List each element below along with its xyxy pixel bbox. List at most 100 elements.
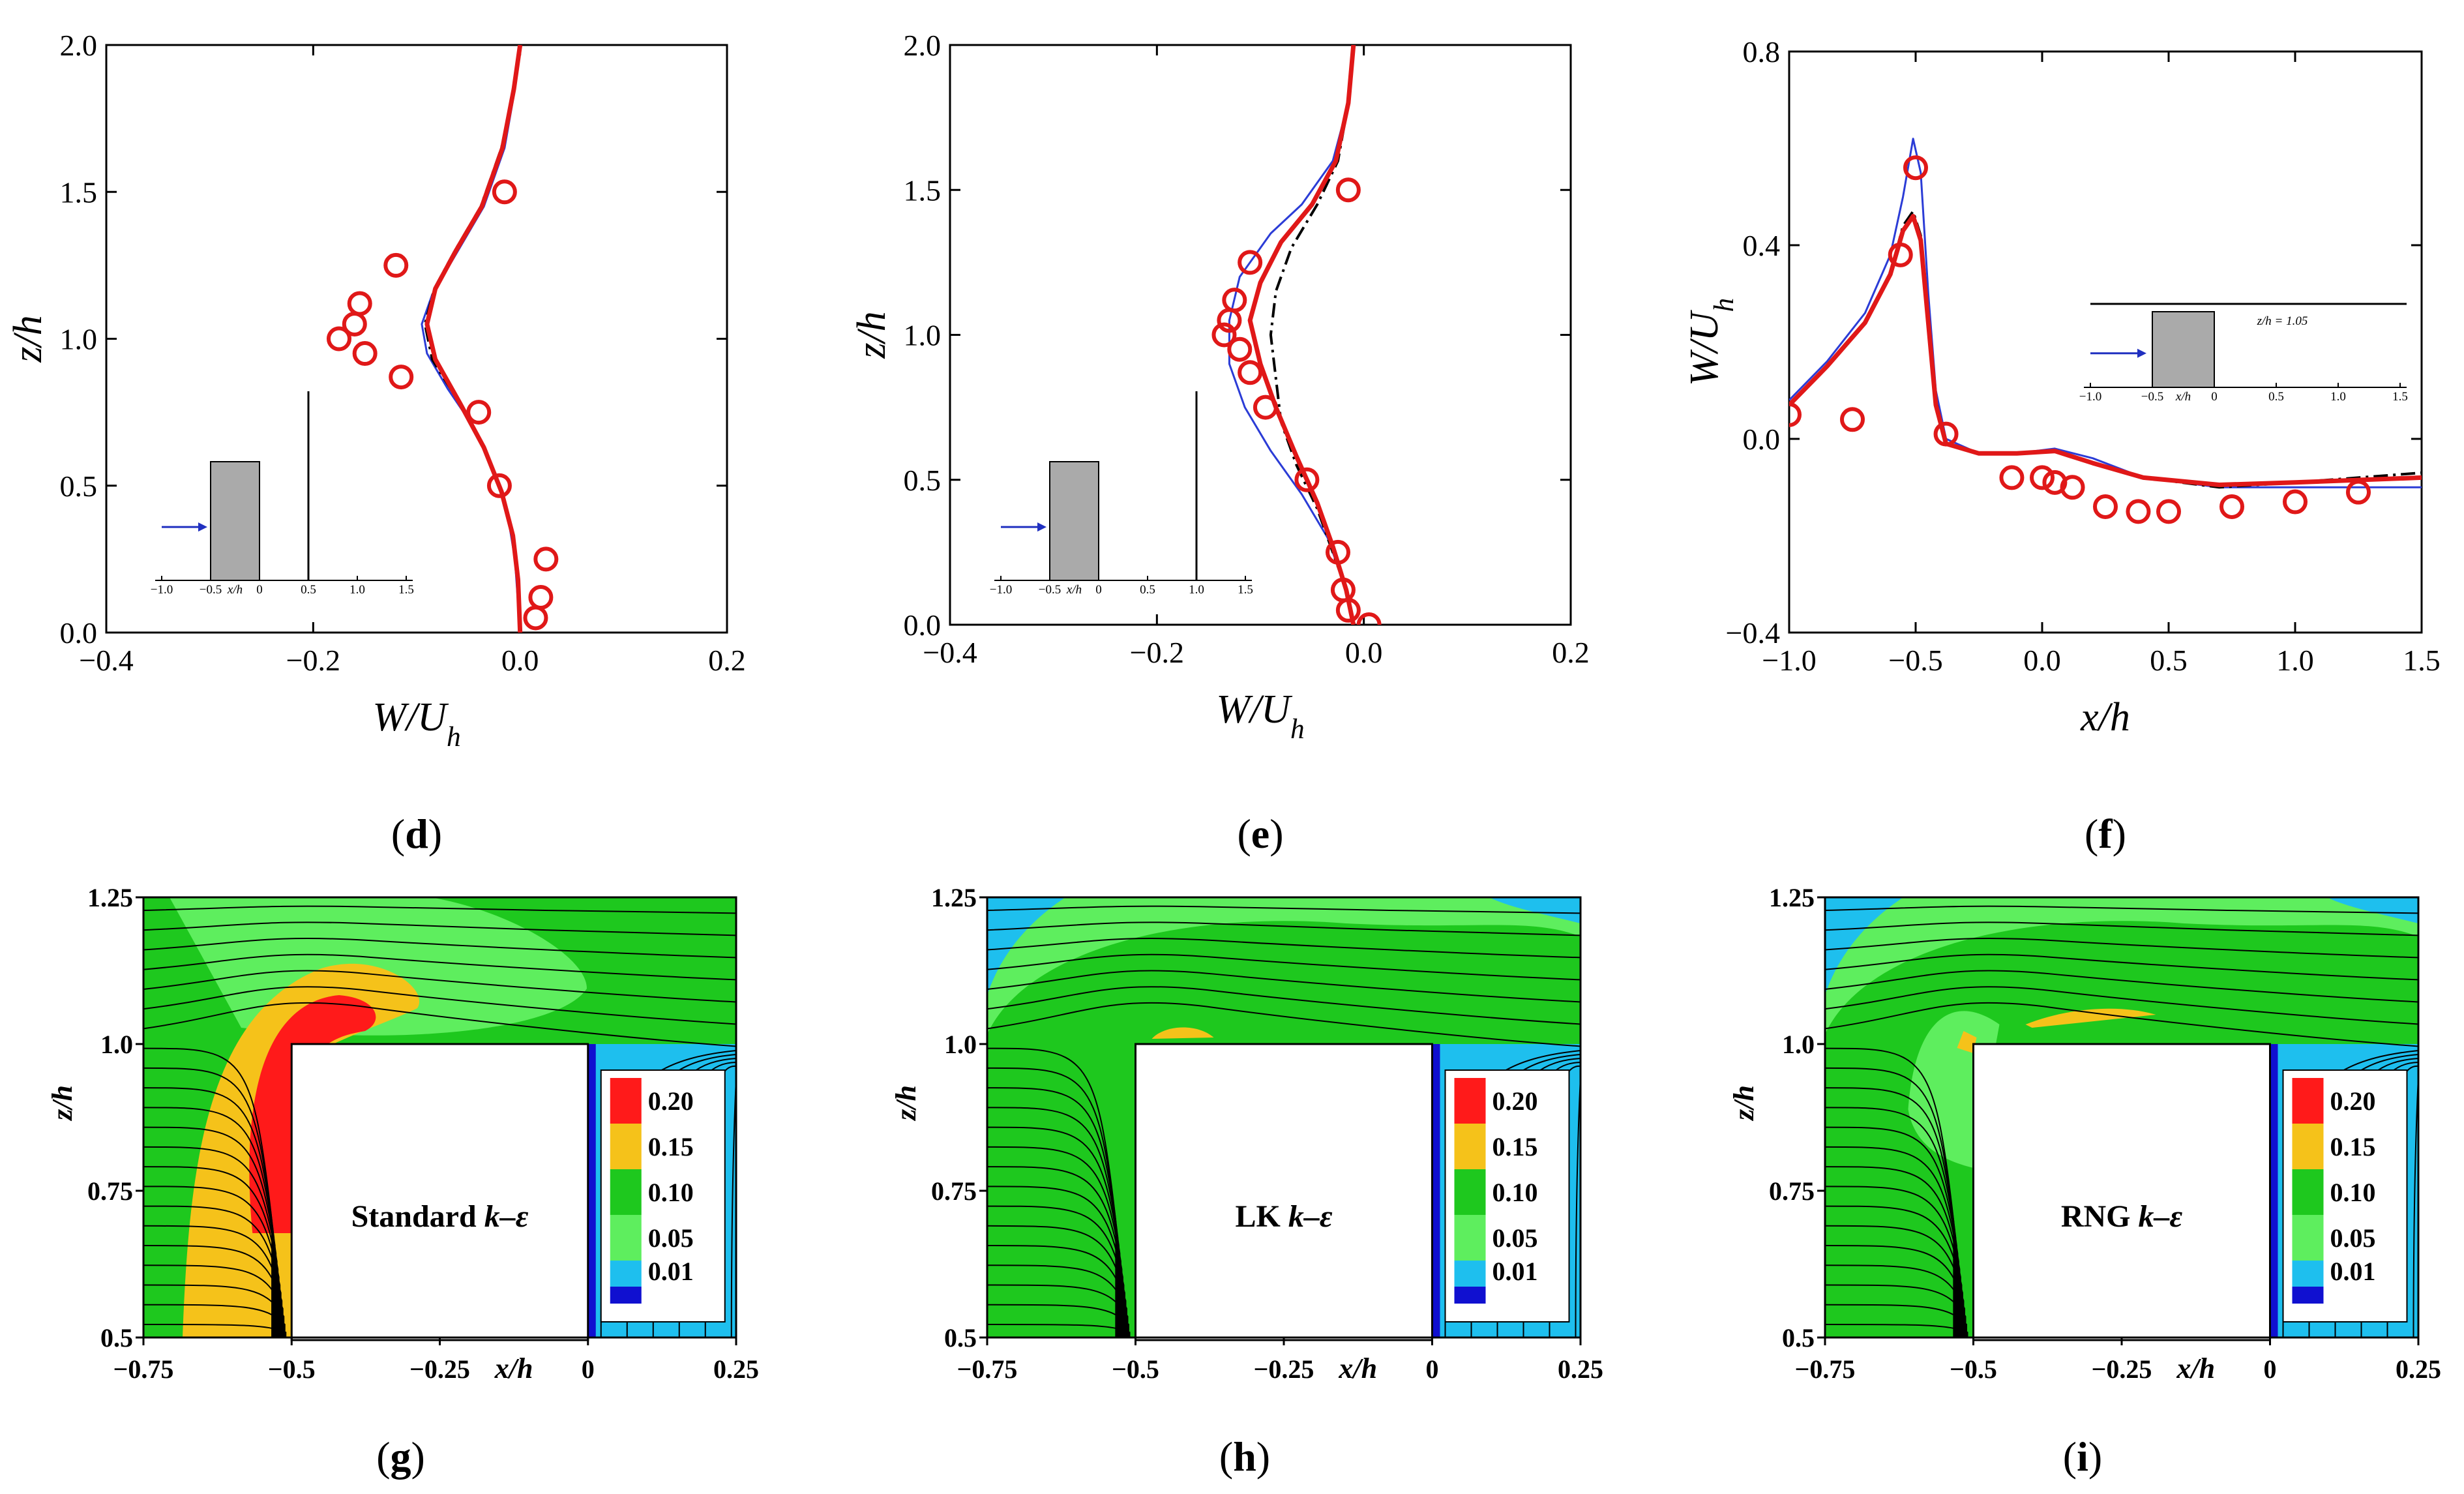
experiment-point [1238, 250, 1263, 275]
x-axis-label: x/h [494, 1352, 533, 1384]
x-tick-label: −0.5 [1112, 1354, 1159, 1384]
streamline [987, 953, 1581, 981]
legend-label: 0.10 [2330, 1178, 2376, 1207]
experiment-point [1227, 336, 1253, 362]
inset-building-block [210, 461, 260, 581]
legend-label: 0.20 [648, 1086, 694, 1116]
streamline [143, 986, 736, 1025]
building-block [290, 1043, 589, 1341]
contour-region-0.01 [1489, 897, 1581, 923]
legend-label: 0.10 [648, 1178, 694, 1207]
legend-swatch [2292, 1261, 2324, 1287]
experiment-point [466, 400, 492, 425]
streamline [987, 1126, 1121, 1337]
streamline [143, 1264, 284, 1337]
legend-label: 0.01 [2330, 1257, 2376, 1286]
experiment-point [2283, 489, 2308, 515]
experiment-point [2126, 499, 2151, 524]
streamline [987, 1225, 1125, 1337]
experiment-point [1217, 308, 1242, 333]
panel-label-d: (d) [391, 811, 442, 857]
y-tick-label: 1.0 [60, 323, 98, 356]
y-tick-label: 1.0 [904, 319, 942, 352]
series-line-red [1247, 45, 1356, 625]
experiment-point [1326, 539, 1350, 565]
inset-tick-label: −0.5 [1039, 583, 1061, 597]
contour-legend: 0.20 0.15 0.10 0.05 0.01 [600, 1069, 726, 1322]
streamline [987, 1304, 1129, 1337]
y-tick-label: 1.0 [944, 1030, 977, 1059]
legend-label: 0.05 [1492, 1223, 1538, 1253]
x-tick-label: 0 [1426, 1354, 1439, 1384]
x-axis-label: W/Uh [372, 695, 460, 753]
y-tick-label: 2.0 [60, 29, 98, 62]
streamline [1825, 1284, 1967, 1337]
inset-tick-label: 0 [256, 583, 263, 597]
streamline [1825, 921, 2418, 936]
inset-tick-label: x/h [227, 583, 243, 597]
experiment-point [523, 605, 548, 631]
experiment-point [492, 179, 517, 205]
streamline [1825, 1264, 1965, 1337]
y-tick-label: 0.5 [1782, 1323, 1815, 1352]
streamline [1825, 970, 2418, 1003]
experiment-point [1335, 597, 1361, 623]
streamline [1825, 1186, 1961, 1337]
inset-building-block [2152, 311, 2215, 388]
y-tick-label: 0.5 [100, 1323, 133, 1352]
x-tick-label: −0.75 [957, 1354, 1018, 1384]
legend-swatch [1454, 1261, 1486, 1287]
legend-label: 0.20 [1492, 1086, 1538, 1116]
inset-tick-label: 0.5 [301, 583, 316, 597]
streamline [1825, 1047, 1955, 1337]
experiment-point [389, 365, 414, 390]
legend-swatch [2292, 1169, 2324, 1215]
streamline [143, 1245, 283, 1337]
experiment-point [486, 473, 512, 498]
experiment-point [2219, 494, 2244, 519]
inset-tick-label: −0.5 [200, 583, 222, 597]
contour-legend: 0.20 0.15 0.10 0.05 0.01 [2282, 1069, 2408, 1322]
inset-tick-label: −1.0 [990, 583, 1012, 597]
inset-tick-label: 0 [1095, 583, 1102, 597]
geometry-inset: z/h = 1.05 −1.0 −0.5 x/h 0 0.5 1.0 1.5 [2079, 303, 2408, 404]
chart-e: −0.4 −0.2 0.0 0.2 0.0 0.5 1.0 1.5 2.0 W/Uh z/h −1.0… [850, 29, 1590, 745]
y-tick-label: 1.5 [60, 175, 98, 209]
experiment-point [342, 311, 367, 336]
plot-frame [105, 44, 728, 634]
chart-d: −0.4 −0.2 0.0 0.2 0.0 0.5 1.0 1.5 2.0 W/Uh z/h −1.0… [6, 29, 746, 753]
contour-region-0.15 [1957, 1031, 1977, 1053]
streamline [1825, 1067, 1955, 1337]
experiment-point [1840, 407, 1865, 432]
inset-tick-label: 0.5 [2268, 390, 2284, 404]
streamline [987, 1146, 1121, 1337]
legend-label: 0.05 [2330, 1223, 2376, 1253]
streamline [730, 1069, 736, 1337]
y-axis-label: z/h [1728, 1085, 1760, 1122]
x-tick-label: −0.5 [1950, 1354, 1997, 1384]
y-tick-label: 1.25 [931, 883, 977, 912]
x-tick-label: 0.25 [1558, 1354, 1603, 1384]
streamline [1825, 905, 2418, 914]
streamline [1825, 1126, 1959, 1337]
legend-swatch [610, 1287, 642, 1304]
x-tick-label: 0.25 [713, 1354, 759, 1384]
legend-swatch [2292, 1287, 2324, 1304]
y-axis-label: z/h [6, 315, 50, 363]
x-tick-label: −0.4 [79, 644, 133, 677]
inset-tick-label: −1.0 [151, 583, 173, 597]
x-tick-label: 1.5 [2403, 644, 2441, 677]
building-block [1135, 1043, 1433, 1341]
experiment-point [533, 546, 559, 572]
panel-label-i: (i) [2063, 1433, 2102, 1480]
legend-swatch [1454, 1287, 1486, 1304]
experiment-point [1335, 177, 1361, 203]
series-line-blue [1789, 138, 2422, 488]
experiment-point [1294, 467, 1320, 492]
inset-tick-label: 1.0 [2330, 390, 2346, 404]
streamline [1825, 953, 2418, 981]
x-tick-label: −0.25 [2092, 1354, 2152, 1384]
streamline [987, 1205, 1125, 1337]
streamline [143, 921, 736, 936]
streamline [987, 1087, 1119, 1337]
